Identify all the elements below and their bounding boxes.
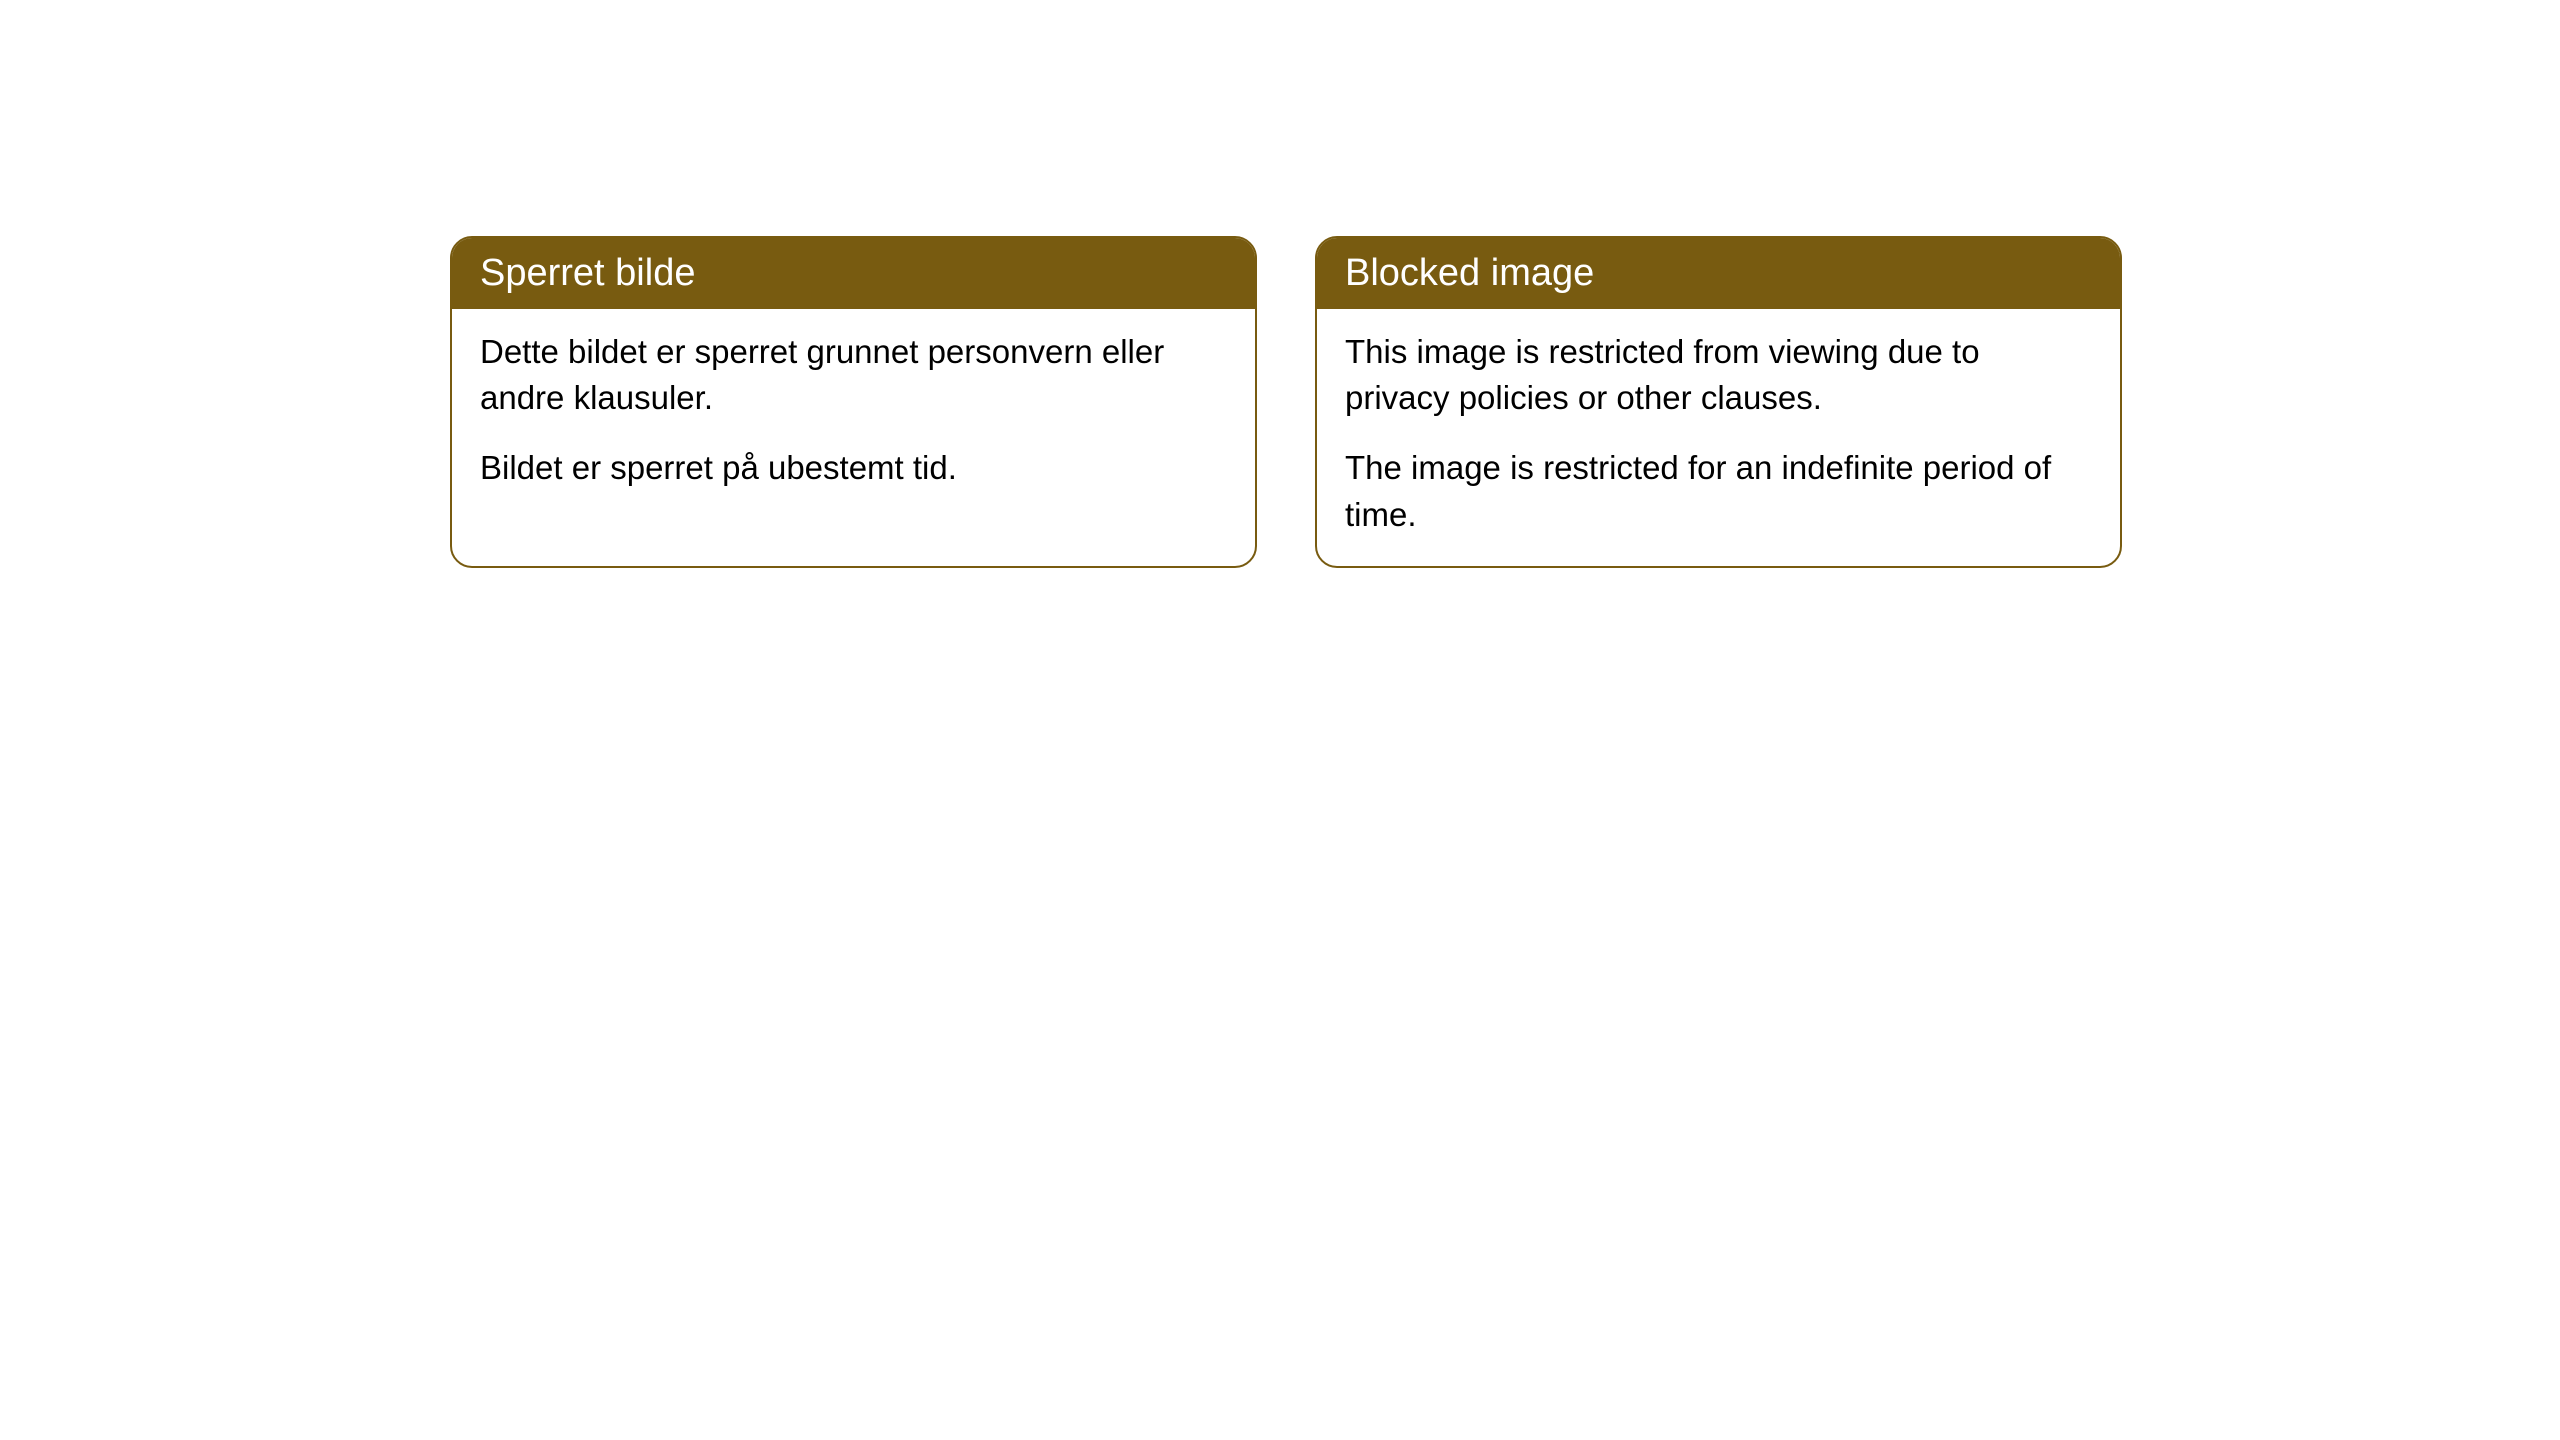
card-paragraph-2: The image is restricted for an indefinit…: [1345, 445, 2092, 537]
card-title: Sperret bilde: [480, 252, 695, 294]
card-body-norwegian: Dette bildet er sperret grunnet personve…: [452, 309, 1255, 520]
blocked-image-card-english: Blocked image This image is restricted f…: [1315, 236, 2122, 568]
card-title: Blocked image: [1345, 252, 1594, 294]
cards-container: Sperret bilde Dette bildet er sperret gr…: [450, 236, 2560, 568]
card-paragraph-1: Dette bildet er sperret grunnet personve…: [480, 329, 1227, 421]
card-paragraph-2: Bildet er sperret på ubestemt tid.: [480, 445, 1227, 491]
card-header-norwegian: Sperret bilde: [452, 238, 1255, 309]
card-header-english: Blocked image: [1317, 238, 2120, 309]
card-body-english: This image is restricted from viewing du…: [1317, 309, 2120, 566]
blocked-image-card-norwegian: Sperret bilde Dette bildet er sperret gr…: [450, 236, 1257, 568]
card-paragraph-1: This image is restricted from viewing du…: [1345, 329, 2092, 421]
